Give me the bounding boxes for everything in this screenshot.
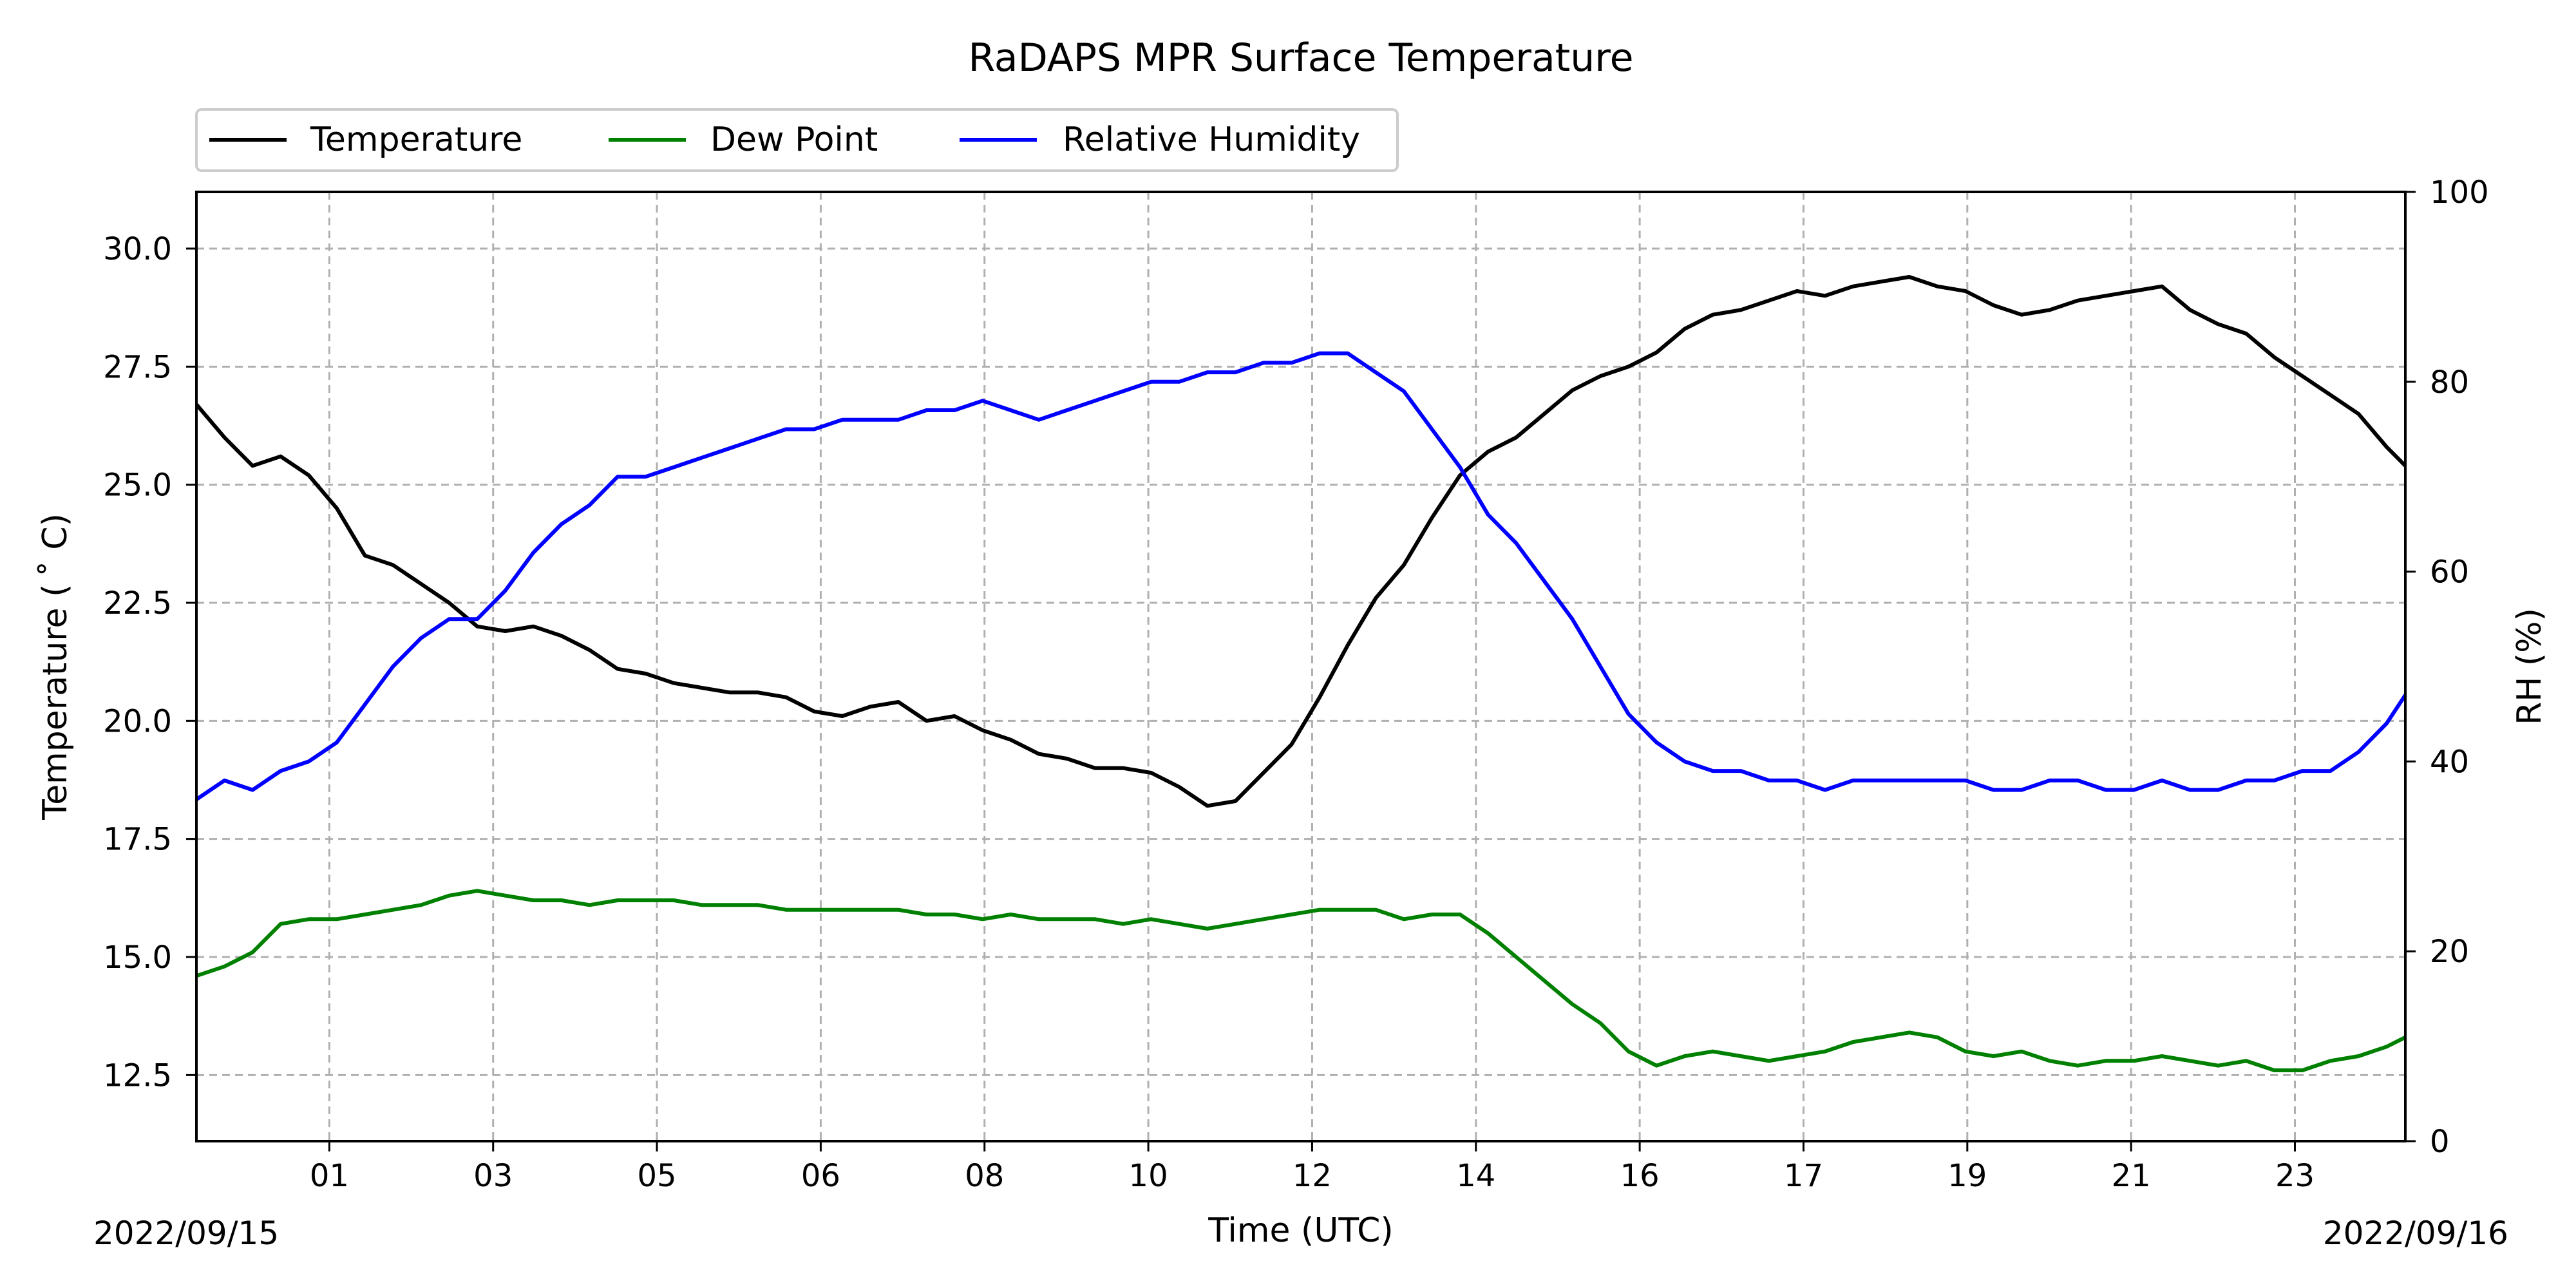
x-tick-label: 05 bbox=[638, 1158, 677, 1194]
y2-tick-label: 100 bbox=[2430, 175, 2489, 211]
x-tick-label: 16 bbox=[1620, 1158, 1660, 1194]
x-tick-label: 19 bbox=[1947, 1158, 1987, 1194]
legend: Temperature Dew Point Relative Humidity bbox=[195, 108, 1399, 172]
x-tick-label: 06 bbox=[801, 1158, 840, 1194]
y-axis-ticks: 12.5 15.0 17.5 20.0 22.5 25.0 27.5 30.0 bbox=[103, 231, 196, 1094]
y-tick-label: 25.0 bbox=[103, 468, 172, 504]
x-tick-label: 12 bbox=[1293, 1158, 1332, 1194]
y2-axis-ticks: 0 20 40 60 80 100 bbox=[2405, 175, 2489, 1160]
y2-tick-label: 20 bbox=[2430, 934, 2469, 970]
y-tick-label: 17.5 bbox=[103, 822, 172, 858]
x-axis-ticks: 01 03 05 06 08 10 12 14 16 17 19 21 23 bbox=[310, 1141, 2315, 1194]
x-tick-label: 10 bbox=[1129, 1158, 1168, 1194]
chart-title: RaDAPS MPR Surface Temperature bbox=[968, 35, 1633, 80]
x-tick-label: 01 bbox=[310, 1158, 349, 1194]
y-tick-label: 27.5 bbox=[103, 349, 172, 385]
x-tick-label: 17 bbox=[1784, 1158, 1823, 1194]
series-line-relative-humidity bbox=[195, 351, 2407, 801]
y-tick-label: 12.5 bbox=[103, 1057, 172, 1094]
x-tick-label: 08 bbox=[965, 1158, 1004, 1194]
plot-frame bbox=[195, 191, 2407, 1142]
legend-box bbox=[195, 108, 1399, 172]
x-axis-label: Time (UTC) bbox=[1208, 1211, 1393, 1250]
legend-label-dew-point: Dew Point bbox=[710, 120, 878, 159]
end-date-label: 2022/09/16 bbox=[2323, 1215, 2508, 1252]
y-tick-label: 30.0 bbox=[103, 231, 172, 267]
y-axis-label: Temperature ( ˚ C) bbox=[36, 513, 75, 820]
y2-tick-label: 40 bbox=[2430, 744, 2469, 780]
y2-tick-label: 80 bbox=[2430, 365, 2469, 401]
legend-label-relative-humidity: Relative Humidity bbox=[1063, 120, 1360, 159]
y-tick-label: 15.0 bbox=[103, 940, 172, 976]
x-tick-label: 14 bbox=[1456, 1158, 1495, 1194]
x-tick-label: 03 bbox=[473, 1158, 513, 1194]
grid-lines bbox=[196, 192, 2405, 1141]
y-tick-label: 22.5 bbox=[103, 585, 172, 621]
series-line-temperature bbox=[194, 275, 2407, 808]
series-layer bbox=[194, 275, 2407, 1072]
y2-tick-label: 0 bbox=[2430, 1124, 2450, 1160]
y2-axis-label: RH (%) bbox=[2510, 608, 2549, 725]
x-tick-label: 21 bbox=[2112, 1158, 2151, 1194]
x-tick-label: 23 bbox=[2275, 1158, 2315, 1194]
y-tick-label: 20.0 bbox=[103, 703, 172, 739]
legend-label-temperature: Temperature bbox=[310, 120, 522, 159]
start-date-label: 2022/09/15 bbox=[93, 1215, 279, 1252]
y2-tick-label: 60 bbox=[2430, 554, 2469, 591]
series-line-dew-point bbox=[196, 889, 2407, 1072]
